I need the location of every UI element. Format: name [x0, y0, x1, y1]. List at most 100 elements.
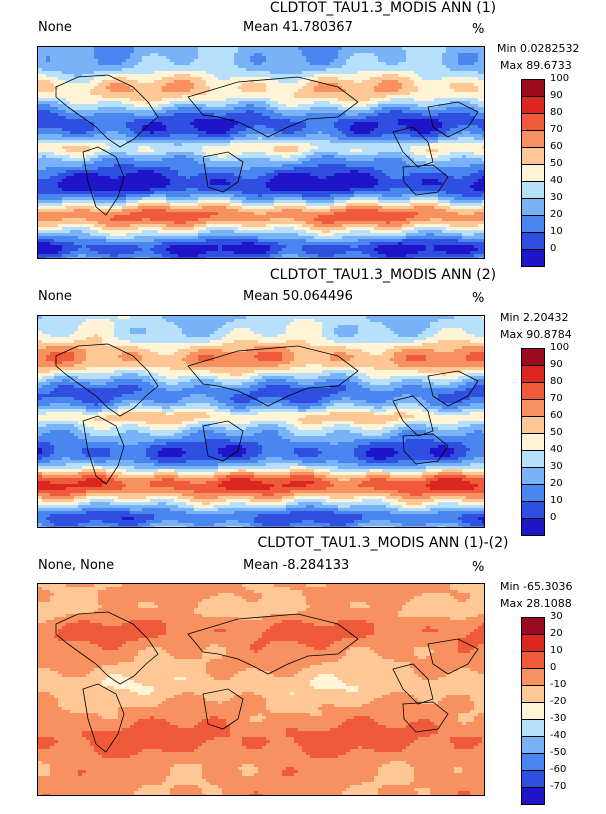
color-bar: [521, 79, 545, 267]
color-bar-tick-label: 0: [550, 244, 556, 254]
color-bar-tick-label: 20: [550, 629, 563, 639]
coastline: [82, 415, 125, 485]
coastline: [187, 613, 359, 675]
color-bar-segment: [521, 130, 545, 148]
coastline: [82, 683, 125, 753]
color-bar-tick-label: -50: [550, 748, 566, 758]
color-bar-tick-label: 50: [550, 159, 563, 169]
color-bar-segment: [521, 249, 545, 267]
color-bar-tick-label: 0: [550, 513, 556, 523]
color-bar-segment: [521, 518, 545, 536]
color-bar-segment: [521, 147, 545, 165]
color-bar-segment: [521, 770, 545, 788]
color-bar-segment: [521, 634, 545, 652]
coastline: [187, 76, 359, 138]
color-bar-segment: [521, 787, 545, 805]
color-bar-segment: [521, 702, 545, 720]
color-bar-tick-label: 70: [550, 394, 563, 404]
coastline: [427, 370, 479, 407]
units-label: %: [472, 560, 484, 575]
color-bar-segment: [521, 232, 545, 250]
color-bar-tick-label: 10: [550, 646, 563, 656]
color-bar-tick-label: 40: [550, 176, 563, 186]
coastline: [427, 638, 479, 675]
color-bar-tick-label: 50: [550, 428, 563, 438]
mean-label: Mean -8.284133: [243, 558, 349, 573]
color-bar-tick-label: 100: [550, 343, 569, 353]
color-bar-segment: [521, 96, 545, 114]
color-bar-segment: [521, 450, 545, 468]
color-bar-tick-label: 10: [550, 496, 563, 506]
color-bar-segment: [521, 113, 545, 131]
color-bar: [521, 348, 545, 536]
color-bar-segment: [521, 685, 545, 703]
panel-title: CLDTOT_TAU1.3_MODIS ANN (1): [0, 0, 606, 16]
color-bar-tick-label: 40: [550, 445, 563, 455]
color-bar-tick-label: 20: [550, 210, 563, 220]
color-bar-tick-label: -70: [550, 782, 566, 792]
color-bar-tick-label: -40: [550, 731, 566, 741]
coastline: [202, 151, 244, 193]
color-bar-segment: [521, 348, 545, 366]
color-bar-segment: [521, 181, 545, 199]
max-label: Max 89.6733: [500, 59, 572, 72]
coastline: [55, 611, 159, 685]
color-bar-segment: [521, 365, 545, 383]
color-bar-tick-label: 70: [550, 125, 563, 135]
left-label: None, None: [38, 558, 114, 573]
color-bar-segment: [521, 651, 545, 669]
world-map: [37, 46, 485, 259]
panel-title: CLDTOT_TAU1.3_MODIS ANN (2): [0, 267, 606, 283]
color-bar-tick-label: 100: [550, 74, 569, 84]
color-bar-tick-label: 20: [550, 479, 563, 489]
color-bar-segment: [521, 416, 545, 434]
coastline: [427, 101, 479, 138]
coastline: [202, 688, 244, 730]
coastline: [392, 395, 434, 437]
coastline: [402, 164, 449, 196]
color-bar-segment: [521, 719, 545, 737]
color-bar-segment: [521, 215, 545, 233]
coastline: [402, 433, 449, 465]
min-label: Min 2.20432: [500, 311, 569, 324]
color-bar-segment: [521, 617, 545, 635]
units-label: %: [472, 291, 484, 306]
color-bar-tick-label: -20: [550, 697, 566, 707]
color-bar-segment: [521, 79, 545, 97]
world-map: [37, 583, 485, 796]
units-label: %: [472, 22, 484, 37]
color-bar-tick-label: 30: [550, 462, 563, 472]
color-bar-tick-label: -10: [550, 680, 566, 690]
color-bar-tick-label: 90: [550, 360, 563, 370]
color-bar-tick-label: 80: [550, 108, 563, 118]
color-bar-tick-label: 90: [550, 91, 563, 101]
color-bar-segment: [521, 736, 545, 754]
color-bar-tick-label: -30: [550, 714, 566, 724]
max-label: Max 28.1088: [500, 597, 572, 610]
mean-label: Mean 41.780367: [243, 20, 353, 35]
color-bar-segment: [521, 668, 545, 686]
max-label: Max 90.8784: [500, 328, 572, 341]
color-bar-tick-label: 80: [550, 377, 563, 387]
coastline: [392, 126, 434, 168]
color-bar-segment: [521, 753, 545, 771]
coastline: [392, 663, 434, 705]
color-bar-tick-label: 10: [550, 227, 563, 237]
color-bar-segment: [521, 484, 545, 502]
coastline: [202, 420, 244, 462]
color-bar-tick-label: 30: [550, 612, 563, 622]
color-bar: [521, 617, 545, 805]
left-label: None: [38, 289, 72, 304]
color-bar-segment: [521, 501, 545, 519]
panel-title: CLDTOT_TAU1.3_MODIS ANN (1)-(2): [0, 535, 606, 551]
coastline: [55, 74, 159, 148]
color-bar-segment: [521, 467, 545, 485]
mean-label: Mean 50.064496: [243, 289, 353, 304]
coastline: [82, 146, 125, 216]
color-bar-segment: [521, 399, 545, 417]
color-bar-segment: [521, 382, 545, 400]
coastline: [187, 345, 359, 407]
color-bar-segment: [521, 198, 545, 216]
color-bar-segment: [521, 164, 545, 182]
color-bar-tick-label: 30: [550, 193, 563, 203]
